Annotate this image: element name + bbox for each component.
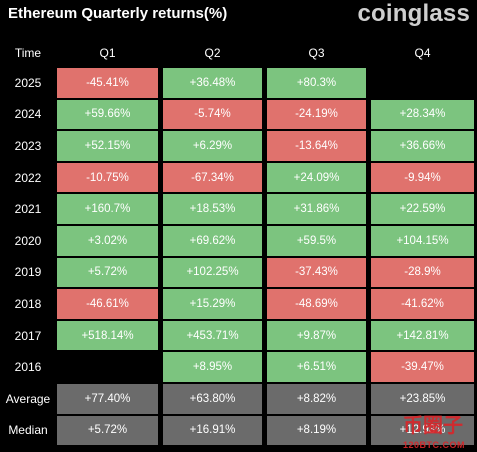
table-cell: -10.75% (57, 162, 158, 193)
table-cell: -37.43% (267, 257, 366, 288)
table-cell: +104.15% (371, 226, 474, 256)
column-header-q4: Q4 (414, 46, 431, 60)
chart-title: Ethereum Quarterly returns(%) (8, 5, 228, 22)
column-header-q1: Q1 (99, 46, 116, 60)
row-label-2022: 2022 (14, 170, 42, 185)
table-cell: +77.40% (57, 384, 158, 414)
table-cell: -24.19% (267, 99, 366, 130)
row-label-2020: 2020 (14, 233, 42, 248)
table-cell: -67.34% (163, 162, 262, 193)
row-label-2024: 2024 (14, 107, 42, 122)
watermark-sub-logo: 120BTC.COM (402, 440, 465, 450)
table-cell: +24.09% (267, 162, 366, 193)
row-label-2019: 2019 (14, 265, 42, 280)
table-cell: +9.87% (267, 320, 366, 351)
table-cell: +6.29% (163, 131, 262, 161)
table-cell: +3.02% (57, 226, 158, 256)
table-cell: +36.48% (163, 68, 262, 98)
column-header-q2: Q2 (204, 46, 221, 60)
table-cell: +15.29% (163, 289, 262, 319)
table-cell: +23.85% (371, 384, 474, 414)
corner-label: Time (14, 46, 42, 60)
table-cell: +59.5% (267, 226, 366, 256)
table-cell: -45.41% (57, 68, 158, 98)
table-cell: +5.72% (57, 257, 158, 288)
table-cell: +69.62% (163, 226, 262, 256)
table-cell: +59.66% (57, 99, 158, 130)
table-cell: -46.61% (57, 289, 158, 319)
table-cell: -39.47% (371, 352, 474, 382)
table-cell: +8.82% (267, 384, 366, 414)
row-label-2025: 2025 (14, 75, 42, 90)
table-cell: +8.19% (267, 415, 366, 446)
table-cell: +16.91% (163, 415, 262, 446)
table-cell: -41.62% (371, 289, 474, 319)
table-cell: +5.72% (57, 415, 158, 446)
table-cell: -28.9% (371, 257, 474, 288)
table-cell: -48.69% (267, 289, 366, 319)
table-cell: +80.3% (267, 68, 366, 98)
table-cell: +142.81% (371, 320, 474, 351)
row-label-median: Median (8, 423, 48, 438)
table-cell: +453.71% (163, 320, 262, 351)
watermark-logo: 币圈子 (403, 413, 463, 437)
table-cell: +102.25% (163, 257, 262, 288)
table-cell: -13.64% (267, 131, 366, 161)
row-label-2018: 2018 (14, 296, 42, 311)
row-label-2023: 2023 (14, 138, 42, 153)
table-cell: +160.7% (57, 194, 158, 224)
table-cell: +518.14% (57, 320, 158, 351)
table-cell: +8.95% (163, 352, 262, 382)
row-label-2016: 2016 (14, 360, 42, 375)
table-cell: +12.98% (371, 415, 474, 446)
table-cell: +63.80% (163, 384, 262, 414)
table-cell: +18.53% (163, 194, 262, 224)
table-cell: -5.74% (163, 99, 262, 130)
row-label-average: Average (5, 391, 51, 406)
table-cell: -9.94% (371, 162, 474, 193)
table-cell: +52.15% (57, 131, 158, 161)
row-label-2017: 2017 (14, 328, 42, 343)
table-cell: +22.59% (371, 194, 474, 224)
table-cell: +28.34% (371, 99, 474, 130)
table-cell: +31.86% (267, 194, 366, 224)
table-cell: +36.66% (371, 131, 474, 161)
row-label-2021: 2021 (14, 202, 42, 217)
column-header-q3: Q3 (308, 46, 325, 60)
coinglass-logo: coinglass (357, 0, 470, 27)
table-cell: +6.51% (267, 352, 366, 382)
